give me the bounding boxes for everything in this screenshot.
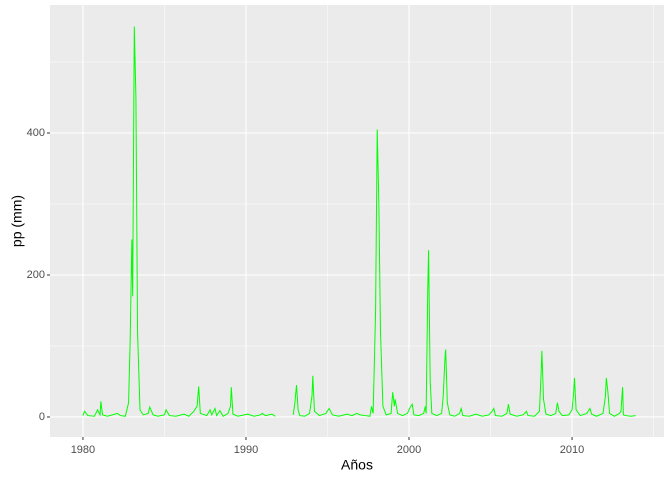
x-tick-label: 2000 xyxy=(397,444,421,456)
x-tick-label: 1980 xyxy=(71,444,95,456)
y-tick-label: 0 xyxy=(39,411,45,423)
x-tick-label: 1990 xyxy=(234,444,258,456)
x-axis-title: Años xyxy=(341,457,373,473)
grid xyxy=(50,5,664,437)
x-tick-label: 2010 xyxy=(560,444,584,456)
y-axis-title: pp (mm) xyxy=(9,195,25,247)
data-line xyxy=(82,26,636,417)
y-tick-label: 200 xyxy=(27,269,45,281)
y-tick-label: 400 xyxy=(27,127,45,139)
panel xyxy=(50,5,664,437)
